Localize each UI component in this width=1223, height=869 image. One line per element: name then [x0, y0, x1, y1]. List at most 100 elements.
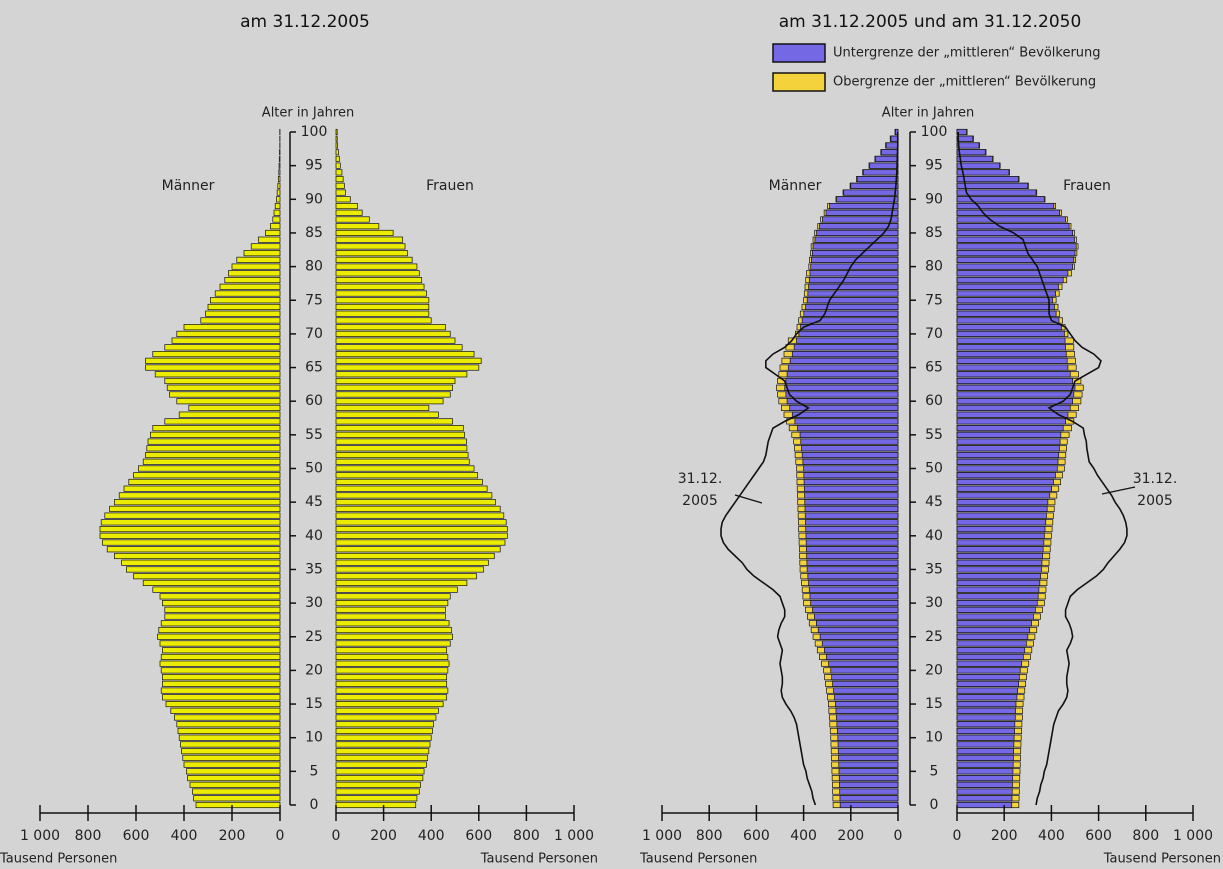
- bar: [809, 593, 899, 600]
- y-tick-label: 85: [305, 225, 323, 241]
- bar: [335, 418, 453, 425]
- bar: [956, 465, 1058, 472]
- bar: [956, 512, 1047, 519]
- bar: [159, 593, 281, 600]
- bar: [803, 472, 899, 479]
- bar: [956, 324, 1062, 331]
- bar: [335, 620, 450, 627]
- bar: [278, 162, 281, 169]
- bar: [798, 330, 899, 337]
- bar: [956, 243, 1077, 250]
- bar: [833, 687, 899, 694]
- y-tick-label: 45: [925, 494, 943, 510]
- bar: [170, 707, 281, 714]
- y-tick-label: 30: [305, 595, 323, 611]
- y-tick-label: 0: [310, 797, 319, 813]
- legend-label: Obergrenze der „mittleren“ Bevölkerung: [833, 75, 1096, 90]
- bar: [956, 270, 1069, 277]
- bar: [335, 196, 351, 203]
- bar: [224, 277, 281, 284]
- bar: [956, 647, 1026, 654]
- bar: [335, 781, 421, 788]
- bar: [265, 229, 281, 237]
- x-tick-label: 400: [171, 828, 198, 844]
- bar: [814, 613, 899, 620]
- bar: [809, 270, 899, 277]
- bar: [276, 189, 281, 196]
- bar: [956, 526, 1046, 533]
- bar: [274, 202, 281, 210]
- x-tick-label: 600: [743, 828, 770, 844]
- bar: [812, 606, 899, 613]
- x-axis-label: Tausend Personen: [0, 852, 117, 867]
- bar: [956, 579, 1041, 586]
- bar: [133, 472, 281, 479]
- x-tick-label: 600: [1085, 828, 1112, 844]
- bar: [956, 236, 1075, 243]
- bar: [838, 761, 899, 768]
- bar: [956, 775, 1014, 782]
- bar: [335, 775, 424, 782]
- bar: [956, 196, 1045, 203]
- bar: [956, 404, 1071, 411]
- bar: [956, 539, 1045, 546]
- bar: [128, 478, 281, 486]
- bar: [335, 135, 338, 142]
- bar: [956, 613, 1034, 620]
- x-tick-label: 400: [1038, 828, 1065, 844]
- bar: [785, 377, 899, 385]
- bar: [956, 357, 1068, 364]
- bar: [822, 216, 899, 223]
- bar: [956, 216, 1066, 223]
- y-tick-label: 55: [305, 427, 323, 443]
- bar: [834, 694, 899, 701]
- bar: [162, 680, 281, 687]
- bar: [805, 526, 899, 533]
- bar: [956, 721, 1016, 728]
- bar: [862, 169, 899, 176]
- bar: [214, 290, 281, 297]
- bar: [810, 600, 899, 607]
- bar: [875, 155, 899, 162]
- bar: [123, 485, 281, 492]
- bar: [335, 431, 465, 438]
- bar: [335, 734, 432, 741]
- bar: [808, 283, 899, 290]
- bar: [335, 593, 451, 600]
- bar: [821, 640, 899, 647]
- bar: [278, 169, 281, 176]
- bar: [335, 337, 456, 344]
- bar: [956, 606, 1036, 613]
- y-tick-label: 45: [305, 494, 323, 510]
- bar: [956, 290, 1056, 297]
- bar: [335, 182, 345, 189]
- bar: [956, 546, 1044, 553]
- bar: [824, 647, 899, 654]
- bar: [789, 357, 899, 364]
- bar: [258, 236, 281, 243]
- x-tick-label: 0: [276, 828, 285, 844]
- bar: [335, 647, 448, 654]
- bar: [162, 600, 281, 607]
- bar: [806, 546, 899, 553]
- bar: [826, 653, 899, 660]
- bar: [152, 351, 281, 358]
- bar: [335, 377, 456, 385]
- bar: [335, 223, 380, 230]
- bar: [335, 707, 439, 714]
- x-tick-label: 1 000: [554, 828, 594, 844]
- y-tick-label: 0: [930, 797, 939, 813]
- bar: [165, 700, 281, 708]
- bar: [956, 687, 1019, 694]
- bar: [335, 700, 444, 708]
- bar: [956, 573, 1041, 580]
- bar: [793, 344, 899, 351]
- bar: [145, 451, 281, 459]
- bar: [956, 438, 1061, 445]
- y-tick-label: 90: [305, 191, 323, 207]
- bar: [335, 768, 425, 775]
- bar: [956, 768, 1014, 775]
- bar: [205, 310, 281, 317]
- bar: [160, 653, 281, 660]
- bar: [956, 559, 1043, 566]
